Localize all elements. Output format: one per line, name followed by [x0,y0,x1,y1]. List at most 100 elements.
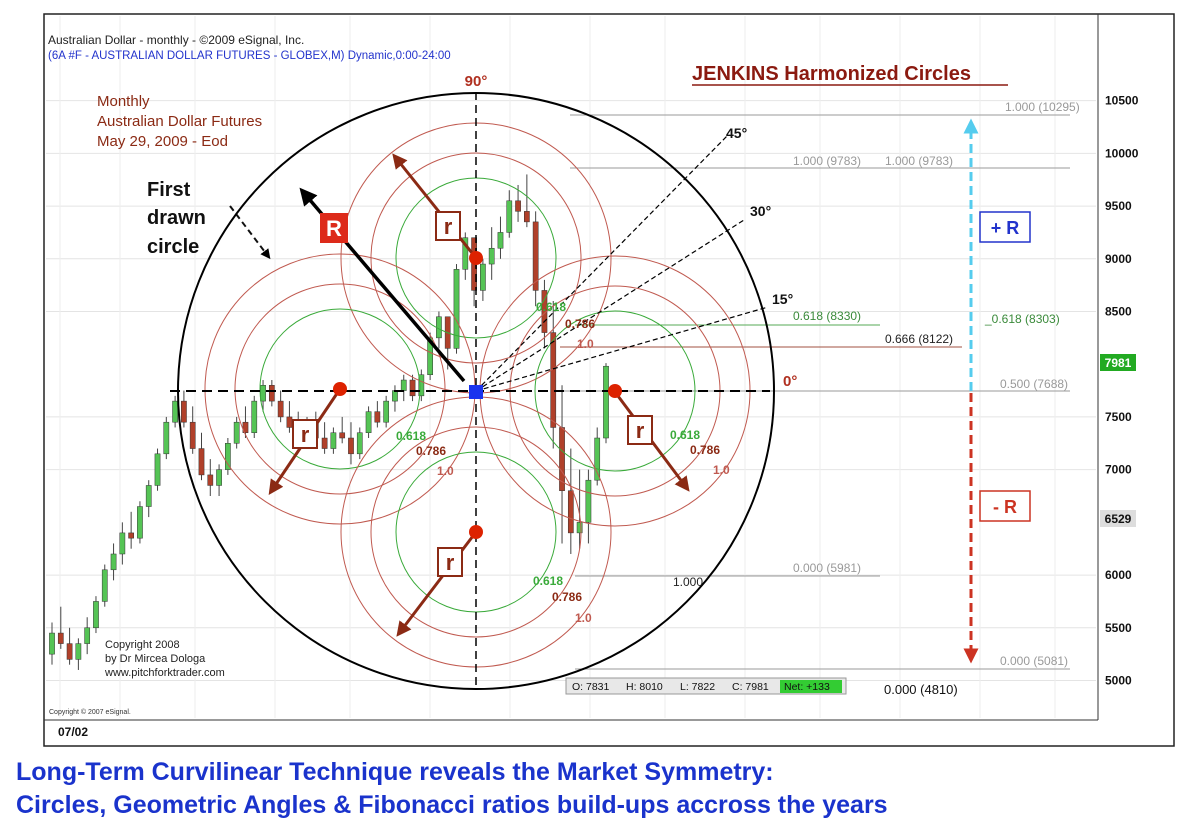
candle-body [163,421,170,455]
angle-line-30 [475,219,745,392]
candle-body [356,432,363,455]
candle [233,416,240,449]
caption-line2: Circles, Geometric Angles & Fibonacci ra… [16,791,888,819]
fib-left-0786: 0.786 [416,444,446,458]
green-circle [534,310,696,472]
candle-body [374,411,381,423]
level-5081: 0.000 (5081) [1000,654,1068,668]
grid [46,16,1096,718]
chart-title: JENKINS Harmonized Circles [692,63,971,85]
small-radius-label: r [636,418,645,443]
candle-body [339,432,346,439]
copyright-line3: www.pitchforktrader.com [104,667,225,679]
candle-body [128,532,134,539]
candle-body [49,632,55,655]
candle [365,406,372,439]
candle [321,422,328,454]
candle-body [93,601,99,629]
price-tag-6529: 6529 [1105,512,1132,526]
price-tag-6529-bg [1100,510,1136,527]
candle-body [436,316,442,339]
price-tag-7981: 7981 [1105,356,1132,370]
candle-body [321,437,328,449]
fib-top-0786: 0.786 [565,317,595,331]
candle [576,469,583,549]
candle-body [524,211,530,223]
candle [84,617,91,655]
angle-45: 45° [726,125,747,141]
price-axis-label: 7000 [1105,463,1132,477]
candle-body [119,532,126,555]
candle-body [216,469,222,486]
candle-body [488,247,495,265]
candle-body [110,553,117,571]
candle [330,427,337,454]
candle [585,469,592,544]
candle-body [348,437,354,455]
date-label: 07/02 [58,725,88,739]
candle-body [84,627,91,644]
minus-r-box [979,490,1031,522]
candle [145,480,152,518]
candle-body [383,400,390,423]
candle [418,369,425,402]
candle [268,380,275,407]
plus-r-box [979,211,1031,243]
red-circle-inner [234,283,446,495]
candle [172,395,178,428]
fib-top-0618: 0.618 [536,300,566,314]
copyright-line2: by Dr Mircea Dologa [105,653,206,665]
candle [594,427,601,486]
candle [93,596,99,634]
candle-body [480,263,486,291]
fib-level-lines [560,114,1070,670]
candle-body [515,200,521,212]
note-circle: circle [147,236,199,258]
candle [462,232,469,280]
fib-bottom-10: 1.0 [575,611,592,625]
candle-body [409,379,416,397]
candle-body [576,522,583,534]
minus-r-label: - R [993,497,1017,517]
ohlc-net-bg [780,680,842,693]
candle [119,522,126,565]
candle [49,622,55,665]
candle-body [286,416,293,428]
price-axis-label: 5000 [1105,674,1132,688]
small-radius-label: r [446,550,455,575]
candle-body [137,506,143,539]
candle-body [392,390,398,402]
ohlc-open: O: 7831 [572,681,610,693]
ohlc-high: H: 8010 [626,681,663,693]
fib-bottom-0618: 0.618 [533,574,563,588]
angle-15: 15° [772,291,793,307]
candle-body [567,490,574,534]
info-line2: Australian Dollar Futures [97,113,262,130]
level-1000: 1.000 [673,575,703,589]
candle-body [145,485,152,507]
fib-left-10: 1.0 [437,464,454,478]
info-line1: Monthly [97,93,150,110]
price-axis-label: 9000 [1105,252,1132,266]
fib-left-0618: 0.618 [396,429,426,443]
candle [356,427,363,460]
candle [374,401,381,428]
note-first: First [147,179,191,201]
candle [488,227,495,280]
ohlc-net: Net: +133 [784,681,830,693]
angle-0: 0° [783,373,797,390]
angle-30: 30° [750,203,771,219]
candle [453,264,460,354]
candle [163,416,170,460]
small-radius-badge [627,415,653,445]
candle-body [585,479,592,523]
level-4810: 0.000 (4810) [884,682,958,697]
candle-body [365,411,372,433]
candle-body [198,448,205,476]
candle [567,448,574,554]
candle-body [497,232,504,249]
candle-body [506,200,513,233]
fib-top-10: 1.0 [577,337,594,351]
candle [532,211,539,307]
